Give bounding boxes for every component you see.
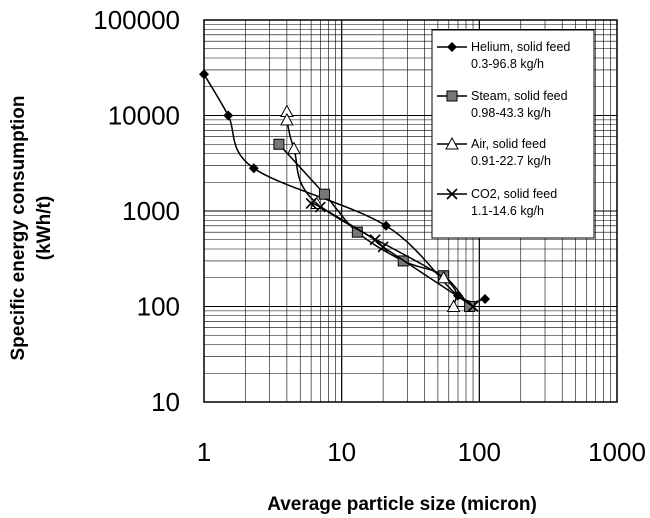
y-tick-label: 100 [137,292,180,322]
data-point-triangle [436,270,451,284]
y-tick-label: 10 [151,387,180,417]
legend-label-air: Air, solid feed [471,137,546,151]
data-point-x [377,241,389,253]
data-point-square [273,138,285,150]
x-axis-title: Average particle size (micron) [267,494,537,515]
square-marker-icon [446,90,458,102]
diamond-marker-icon [447,42,457,52]
data-point-square [464,301,476,312]
legend-label-co2: CO2, solid feed [471,187,557,201]
y-axis-title-line2: (kWh/t) [34,196,55,260]
legend-range-air: 0.91-22.7 kg/h [471,154,551,168]
x-tick-label: 100 [458,437,501,467]
y-tick-label: 10000 [108,101,180,131]
legend-range-helium: 0.3-96.8 kg/h [471,57,544,71]
plot-frame [203,19,618,403]
x-marker-icon [446,188,458,200]
legend-entry-helium: Helium, solid feed 0.3-96.8 kg/h [437,40,570,71]
data-point-diamond [199,69,209,80]
data-point-triangle [446,299,461,312]
y-tick-label: 1000 [122,196,180,226]
data-point-x [314,201,326,213]
legend-range-steam: 0.98-43.3 kg/h [471,106,551,120]
data-point-square [318,188,330,200]
data-point-diamond [381,220,392,231]
legend-box [431,29,595,239]
data-point-diamond [223,110,234,121]
x-tick-label: 1000 [588,437,646,467]
data-point-diamond [480,293,491,304]
grid-lines [203,19,618,403]
legend-entry-co2: CO2, solid feed 1.1-14.6 kg/h [437,187,557,218]
data-point-x [305,197,317,210]
legend-range-co2: 1.1-14.6 kg/h [471,204,544,218]
legend: Helium, solid feed 0.3-96.8 kg/h Steam, … [431,29,595,239]
data-point-triangle [280,112,294,126]
legend-label-helium: Helium, solid feed [471,40,570,54]
y-tick-label: 100000 [93,5,180,35]
triangle-marker-icon [445,136,459,150]
x-tick-label: 1 [197,437,211,467]
series-x [305,197,479,313]
x-tick-label: 10 [327,437,356,467]
legend-entry-air: Air, solid feed 0.91-22.7 kg/h [437,136,551,168]
data-point-x [467,300,479,313]
legend-entry-steam: Steam, solid feed 0.98-43.3 kg/h [437,89,568,120]
data-point-triangle [287,141,301,155]
y-axis-title-line1: Specific energy consumption [8,96,29,361]
series-layer [199,69,491,313]
series-line [285,111,458,307]
legend-label-steam: Steam, solid feed [471,89,568,103]
tick-labels: 1 10 100 1000 100000 10000 1000 100 10 [93,5,646,467]
data-point-diamond [248,163,259,174]
